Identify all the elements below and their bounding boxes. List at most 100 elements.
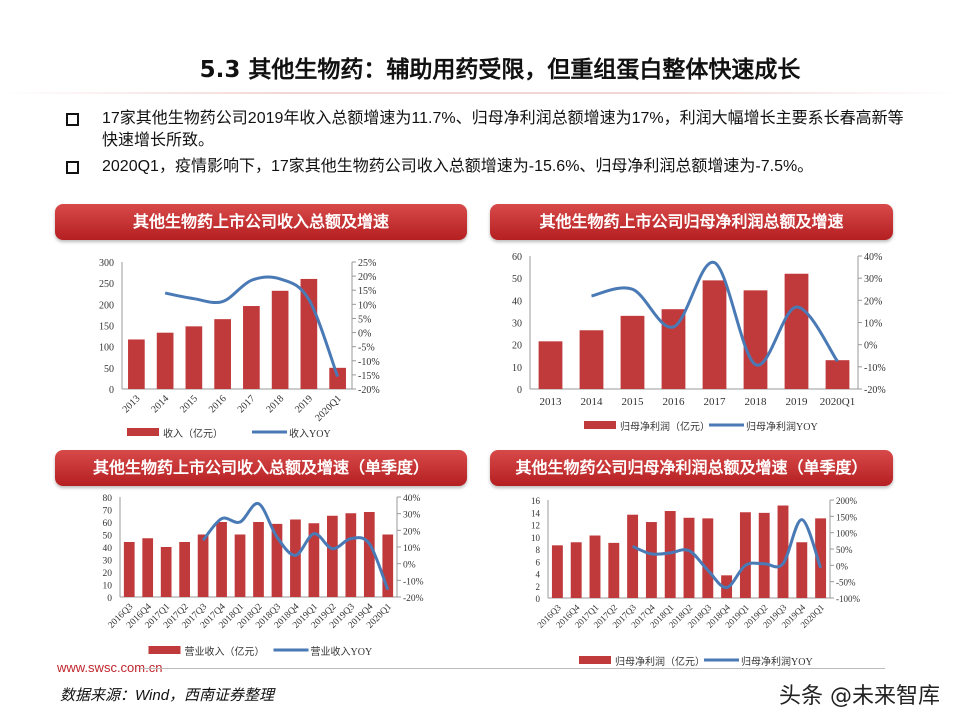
x-tick-label: 2016 [663,396,686,408]
bar [185,326,203,389]
y-tick-label: 8 [536,545,541,555]
x-tick-label: 2013 [121,393,143,415]
x-tick-label: 2017 [236,393,258,415]
bar [123,542,135,597]
bar [796,542,808,598]
y-tick-label: 0 [517,385,522,396]
y2-tick-label: 40% [864,252,882,263]
y2-tick-label: -10% [864,363,886,374]
square-bullet-icon [66,161,79,174]
legend-bar-label: 归母净利润（亿元） [620,420,710,433]
y2-tick-label: -10% [358,357,380,368]
bar [825,360,850,389]
chart-4: 0246810121416-100%-50%0%50%100%150%200%2… [531,496,860,668]
x-tick-label: 2016 [207,393,229,415]
y2-tick-label: -50% [836,578,856,588]
x-tick-label: 2015 [622,396,645,408]
y2-tick-label: 10% [864,319,882,330]
panel-header-annual-profit: 其他生物药上市公司归母净利润总额及增速 [490,204,893,240]
bar [758,512,770,598]
bar [627,514,639,598]
y2-tick-label: 30% [403,511,421,521]
y-tick-label: 30 [103,557,113,567]
bar [661,309,686,389]
legend-line-label: 归母净利润YOY [746,420,818,433]
legend-bar-label: 营业收入（亿元） [185,645,265,658]
y2-tick-label: -20% [864,385,886,396]
bar [345,513,357,597]
x-tick-label: 2015 [178,393,200,415]
y-tick-label: 80 [103,494,113,504]
bar [784,273,809,389]
y2-tick-label: 0% [358,329,371,340]
y-tick-label: 60 [512,252,522,263]
data-source: 数据来源：Wind，西南证券整理 [60,687,275,704]
y2-tick-label: -15% [358,371,380,382]
bar [156,332,174,389]
y2-tick-label: 40% [403,494,421,504]
website: www.swsc.com.cn [57,660,163,675]
y-tick-label: 14 [531,508,541,518]
x-tick-label: 2014 [149,393,171,415]
y-tick-label: 40 [512,296,522,307]
y-tick-label: 10 [531,533,541,543]
y-tick-label: 100 [99,343,114,354]
y2-tick-label: 10% [358,300,376,311]
legend-line-label: 收入YOY [289,427,331,440]
y-tick-label: 70 [103,507,113,517]
y2-tick-label: 200% [836,496,858,506]
bar [243,306,260,389]
y2-tick-label: 10% [403,544,421,554]
y2-tick-label: 50% [836,545,853,555]
square-bullet-icon [66,113,79,126]
y-tick-label: 40 [103,544,113,554]
y-tick-label: 10 [512,363,522,374]
y2-tick-label: -20% [358,385,380,396]
title-divider [0,92,960,94]
legend-bar-swatch [127,428,159,436]
bar [551,545,563,598]
y-tick-label: 6 [536,557,541,567]
chart-3: 01020304050607080-20%-10%0%10%20%30%40%2… [103,494,424,658]
y-tick-label: 300 [99,258,114,269]
chart-2: 0 10 20 30 40 50 60 -20% -10% 0% 10% 20% 30% 40% 2013 2… [512,252,886,433]
bar [308,523,320,597]
y-tick-label: 4 [536,570,541,580]
bar [739,512,751,598]
y2-tick-label: -100% [836,594,860,604]
y2-tick-label: 15% [358,286,376,297]
y-tick-label: 0 [109,385,114,396]
panel-header-annual-revenue: 其他生物药上市公司收入总额及增速 [55,204,467,240]
y2-tick-label: 25% [358,258,376,269]
y-tick-label: 200 [99,300,114,311]
bar [363,512,375,597]
y-tick-label: 0 [107,594,112,604]
y2-tick-label: -5% [358,343,375,354]
bar [142,538,154,597]
y2-tick-label: -10% [403,577,424,587]
bar [382,534,394,597]
y-tick-label: 20 [512,341,522,352]
bar [777,505,789,598]
bar [329,367,346,389]
y-tick-label: 12 [531,521,540,531]
footer-divider [140,668,885,669]
y2-tick-label: 0% [864,341,877,352]
bullet-2: 2020Q1，疫情影响下，17家其他生物药公司收入总额增速为-15.6%、归母净… [66,156,906,200]
bullet-1: 17家其他生物药公司2019年收入总额增速为11.7%、归母净利润总额增速为17… [66,108,906,152]
y2-tick-label: 5% [358,314,371,325]
y-tick-label: 50 [104,364,114,375]
y2-tick-label: 20% [864,296,882,307]
bar [683,517,695,598]
bar [327,515,338,597]
bar [608,542,620,598]
slide-title: 5.3 其他生物药：辅助用药受限，但重组蛋白整体快速成长 [199,57,801,83]
legend-bar-label: 归母净利润（亿元） [615,655,705,668]
panel-header-quarterly-revenue: 其他生物药上市公司收入总额及增速（单季度） [55,450,467,486]
bar [538,341,563,389]
bar [664,511,676,598]
bar [234,534,246,597]
legend-bar-swatch [584,421,616,429]
